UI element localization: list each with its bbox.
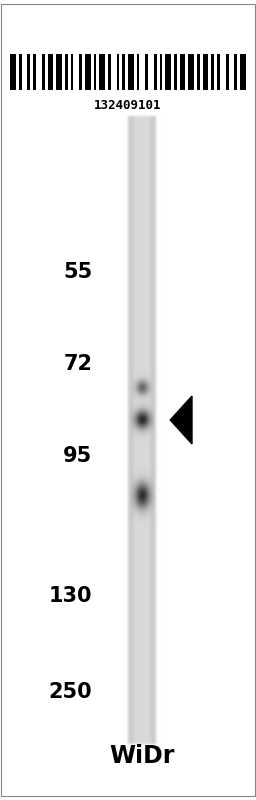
Bar	[65, 54, 68, 90]
Bar	[154, 54, 157, 90]
Bar	[10, 54, 16, 90]
Text: 250: 250	[49, 682, 92, 702]
Bar	[127, 116, 157, 744]
Bar	[93, 54, 97, 90]
Bar	[128, 54, 134, 90]
Bar	[79, 54, 82, 90]
Bar	[108, 54, 111, 90]
Bar	[137, 54, 140, 90]
Bar	[42, 54, 45, 90]
Bar	[27, 54, 30, 90]
Polygon shape	[170, 396, 192, 444]
Text: 95: 95	[63, 446, 92, 466]
Bar	[234, 54, 237, 90]
Text: 130: 130	[49, 586, 92, 606]
Bar	[145, 54, 148, 90]
Text: 132409101: 132409101	[94, 99, 162, 112]
Bar	[211, 54, 214, 90]
Bar	[19, 54, 22, 90]
Bar	[240, 54, 246, 90]
Text: 55: 55	[63, 262, 92, 282]
Bar	[116, 54, 119, 90]
Bar	[180, 54, 185, 90]
Bar	[99, 54, 105, 90]
Bar	[197, 54, 200, 90]
Bar	[134, 116, 150, 744]
Bar	[217, 54, 220, 90]
Text: WiDr: WiDr	[109, 744, 175, 768]
Text: 72: 72	[63, 354, 92, 374]
Bar	[56, 54, 62, 90]
Bar	[165, 54, 171, 90]
Bar	[71, 54, 73, 90]
Bar	[226, 54, 229, 90]
Bar	[174, 54, 177, 90]
Bar	[122, 54, 125, 90]
Bar	[85, 54, 91, 90]
Bar	[33, 54, 36, 90]
Bar	[159, 54, 163, 90]
Bar	[48, 54, 53, 90]
Bar	[188, 54, 194, 90]
Bar	[203, 54, 208, 90]
